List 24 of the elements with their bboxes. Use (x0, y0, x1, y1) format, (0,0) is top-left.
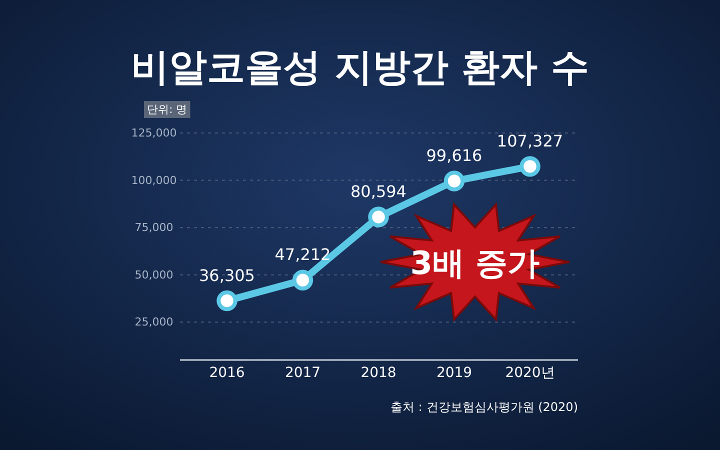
point (292, 270, 314, 290)
x-tick-label: 2019 (436, 365, 472, 381)
annotation: 3배 증가 (410, 244, 540, 282)
point (444, 170, 465, 192)
data-label: 80,594 (350, 182, 406, 201)
x-tick-label: 2017 (284, 365, 321, 381)
x-tick-label: 2018 (360, 365, 396, 381)
x-tick-label: 2020년 (505, 365, 555, 381)
data-label: 47,212 (274, 245, 331, 264)
x-tick-label: 2016 (209, 365, 245, 381)
source-note: 출처 : 건강보험심사평가원 (2020) (390, 400, 578, 414)
data-label: 99,616 (426, 146, 482, 166)
point (368, 206, 389, 228)
y-tick-label: 25,000 (134, 316, 174, 329)
point (520, 156, 540, 177)
point (216, 290, 238, 312)
data-label: 36,305 (199, 266, 255, 285)
y-tick-label: 75,000 (134, 221, 174, 234)
y-tick-label: 125,000 (131, 126, 177, 140)
y-axis-title: 단위: 명 (147, 103, 188, 116)
y-tick-label: 50,000 (134, 268, 174, 282)
y-tick-label: 100,000 (131, 174, 177, 187)
data-label: 107,327 (496, 131, 564, 150)
chart-title: 비알코올성 지방간 환자 수 (131, 45, 589, 89)
